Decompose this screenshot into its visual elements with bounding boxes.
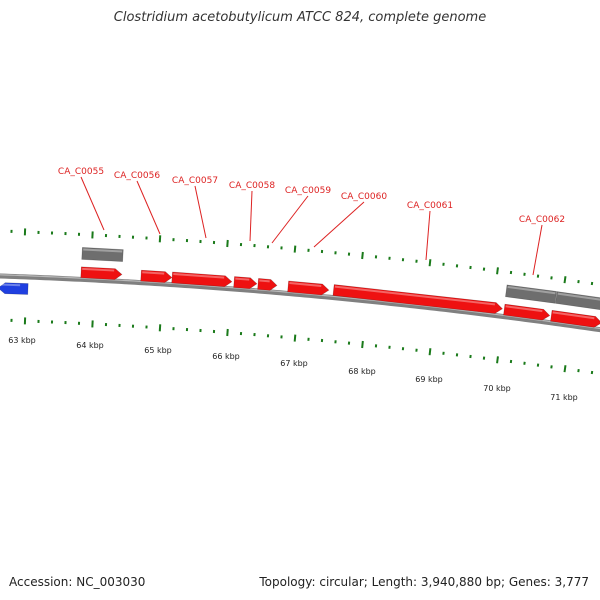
gene-label: CA_C0059 <box>285 186 331 196</box>
major-tick <box>563 365 567 373</box>
label-leader-line <box>194 185 207 239</box>
gene-label: CA_C0062 <box>519 215 565 225</box>
major-tick <box>563 276 567 284</box>
gene-label: CA_C0058 <box>229 181 275 191</box>
gene-label-group: CA_C0055 CA_C0056 CA_C0057 CA_C0058 CA_C0059… <box>58 167 565 225</box>
accession-label: Accession: NC_003030 <box>9 575 146 589</box>
major-tick <box>428 259 432 267</box>
major-tick <box>496 356 499 364</box>
major-tick <box>361 251 364 260</box>
kbp-label: 67 kbp <box>280 359 308 368</box>
genome-backbone <box>0 273 600 333</box>
other-feature <box>81 247 124 262</box>
major-tick <box>226 239 229 248</box>
label-leader-line <box>313 201 365 248</box>
label-leader-line <box>249 190 253 242</box>
forward-gene <box>80 266 123 280</box>
feature-track <box>0 247 600 328</box>
backbone-highlight <box>0 274 600 330</box>
outer-tick-ring <box>10 228 594 286</box>
gene-label: CA_C0061 <box>407 201 453 211</box>
major-tick <box>293 334 297 342</box>
kbp-label: 70 kbp <box>483 384 511 393</box>
other-feature <box>555 291 600 311</box>
major-tick <box>496 267 499 275</box>
backbone-line <box>0 273 600 333</box>
gene-label: CA_C0057 <box>172 176 218 186</box>
major-tick <box>293 245 297 253</box>
map-title: Clostridium acetobutylicum ATCC 824, com… <box>113 10 487 25</box>
kbp-label: 68 kbp <box>348 367 376 376</box>
genome-summary: Topology: circular; Length: 3,940,880 bp… <box>259 575 589 589</box>
forward-gene <box>503 303 551 321</box>
kbp-label: 63 kbp <box>8 336 36 345</box>
kbp-label: 66 kbp <box>212 352 240 361</box>
kbp-label: 69 kbp <box>415 375 443 384</box>
kbp-label: 64 kbp <box>76 341 104 350</box>
label-leader-line <box>80 176 105 231</box>
forward-gene <box>257 278 278 291</box>
forward-gene <box>233 276 258 290</box>
gene-label: CA_C0060 <box>341 192 387 202</box>
forward-gene <box>332 284 503 314</box>
label-leader-line <box>532 224 543 276</box>
inner-tick-ring <box>10 317 594 375</box>
forward-gene <box>171 271 233 288</box>
label-leader-line <box>271 195 309 244</box>
forward-gene <box>140 269 173 283</box>
forward-gene <box>550 309 600 328</box>
label-leader-line <box>136 180 161 235</box>
major-tick <box>361 340 364 349</box>
forward-gene <box>287 280 330 296</box>
major-tick <box>428 348 432 356</box>
kbp-label: 65 kbp <box>144 346 172 355</box>
gene-label: CA_C0056 <box>114 171 160 181</box>
label-leaders <box>80 176 543 276</box>
kbp-label: 71 kbp <box>550 393 578 402</box>
other-feature <box>505 284 557 304</box>
gene-label: CA_C0055 <box>58 167 104 177</box>
reverse-gene <box>0 282 29 295</box>
kbp-label-group: 63 kbp 64 kbp 65 kbp 66 kbp 67 kbp 68 kbp 69 k… <box>8 336 578 402</box>
major-tick <box>226 328 229 337</box>
label-leader-line <box>425 210 431 261</box>
